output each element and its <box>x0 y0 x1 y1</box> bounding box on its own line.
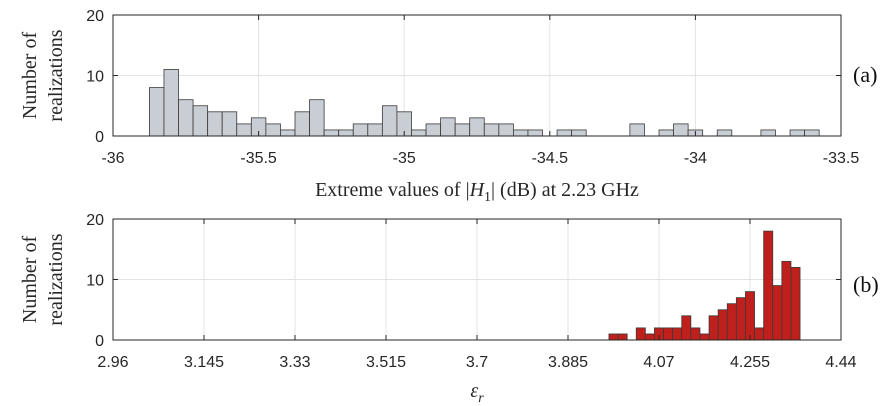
x-tick-label: -35 <box>393 150 416 167</box>
histogram-bar <box>352 123 369 137</box>
histogram-bar <box>658 129 674 137</box>
histogram-bar <box>571 129 587 137</box>
histogram-bar <box>469 117 485 137</box>
y-tick-label: 0 <box>95 333 104 350</box>
histogram-bar <box>644 333 655 341</box>
y-tick-label: 10 <box>86 273 104 290</box>
histogram-bar <box>760 129 776 137</box>
histogram-bar <box>440 117 456 137</box>
x-tick-label: 4.255 <box>730 354 770 371</box>
histogram-bar <box>717 309 728 341</box>
x-tick-label: 3.515 <box>366 354 406 371</box>
histogram-bar <box>498 123 514 137</box>
x-tick-label: -35.5 <box>240 150 277 167</box>
x-tick-label: -33.5 <box>823 150 860 167</box>
histogram-bar <box>716 129 733 137</box>
x-tick-label: 4.07 <box>643 354 674 371</box>
panel-label: (a) <box>853 62 877 87</box>
histogram-bar <box>527 129 543 137</box>
histogram-bar <box>221 111 238 137</box>
histogram-bar <box>673 123 689 137</box>
y-axis-label-line: Number of <box>19 32 41 120</box>
histogram-bar <box>726 303 737 341</box>
histogram-bar <box>454 123 471 137</box>
chart-a: -36 -35.5 -35 -34.5 -34 -33.5 0 10 20 Number of re… <box>19 8 877 205</box>
histogram-bar <box>483 123 500 137</box>
histogram-bar <box>708 315 719 341</box>
histogram-bar <box>513 129 529 137</box>
histogram-bar <box>699 333 710 341</box>
histogram-bar <box>781 260 792 341</box>
x-tick-label: 3.145 <box>184 354 224 371</box>
histogram-bar <box>772 285 783 341</box>
histogram-bar <box>629 123 645 137</box>
histogram-bar <box>280 129 296 137</box>
x-axis-label: εr <box>470 380 484 406</box>
histogram-bar <box>754 327 765 341</box>
y-axis-label-line: realizations <box>45 29 67 121</box>
panel-label: (b) <box>853 272 879 297</box>
histogram-bar <box>789 129 805 137</box>
y-axis-label-line: Number of <box>19 236 41 324</box>
histogram-bar <box>663 327 674 341</box>
y-tick-label: 10 <box>86 69 104 86</box>
histogram-bar <box>608 333 619 341</box>
histogram-bar <box>672 327 683 341</box>
histogram-bar <box>265 123 281 137</box>
histogram-bar <box>425 123 442 137</box>
x-tick-label: 3.33 <box>279 354 310 371</box>
histogram-bar <box>681 315 692 341</box>
histogram-bar <box>207 111 223 137</box>
histogram-bar <box>790 266 801 341</box>
histogram-bar <box>192 105 209 137</box>
histogram-bar <box>323 129 340 137</box>
histogram-bar <box>556 129 573 137</box>
x-tick-label: 3.7 <box>466 354 488 371</box>
histogram-bar <box>367 123 383 137</box>
x-tick-label: 4.44 <box>825 354 856 371</box>
x-axis-label: Extreme values of |H1| (dB) at 2.23 GHz <box>315 179 639 205</box>
y-tick-label: 0 <box>95 129 104 146</box>
x-tick-label: -34 <box>684 150 707 167</box>
histogram-bar <box>338 129 354 137</box>
x-tick-label: 3.885 <box>548 354 588 371</box>
histogram-bar <box>763 230 774 341</box>
x-tick-label: -34.5 <box>532 150 569 167</box>
y-tick-label: 20 <box>86 8 104 25</box>
y-axis-label-line: realizations <box>45 233 67 325</box>
histogram-bar <box>309 99 325 137</box>
chart-b: 2.96 3.145 3.33 3.515 3.7 3.885 4.07 4.255 4.44 0… <box>19 212 879 406</box>
histogram-bar <box>804 129 820 137</box>
histogram-bar <box>617 333 628 341</box>
histogram-bar <box>294 111 310 137</box>
histogram-bar <box>236 123 252 137</box>
histogram-bar <box>411 129 427 137</box>
histogram-bar <box>381 105 398 137</box>
y-tick-label: 20 <box>86 212 104 229</box>
histogram-bar <box>745 291 755 341</box>
histogram-bar <box>178 99 194 137</box>
x-tick-label: -36 <box>101 150 124 167</box>
histogram-bar <box>735 297 746 341</box>
histogram-bar <box>635 327 646 341</box>
histogram-bar <box>690 327 701 341</box>
x-tick-label: 2.96 <box>97 354 128 371</box>
histogram-bar <box>163 69 179 137</box>
histogram-bar <box>148 87 165 137</box>
